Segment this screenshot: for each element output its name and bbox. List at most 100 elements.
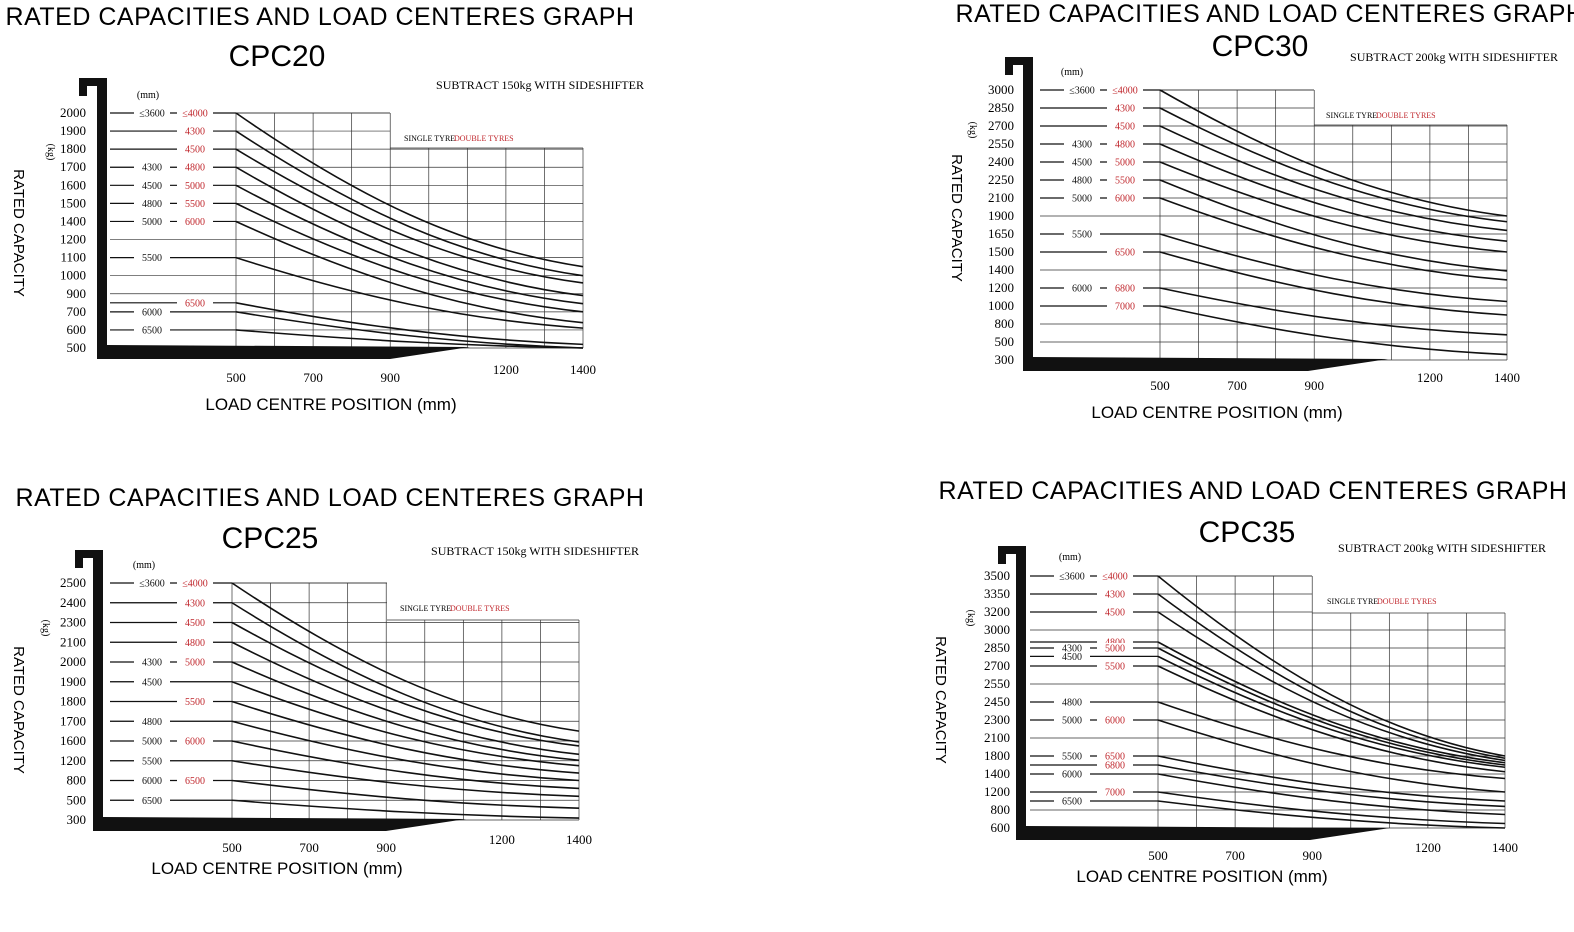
label-mask [1054,643,1090,653]
series-curve [231,700,580,774]
series-double-label: 5000 [1115,158,1135,169]
series-single-label: 4800 [1062,698,1082,709]
series-single-label: 4300 [1062,644,1082,655]
label-mask [1097,787,1133,797]
label-mask [134,198,170,209]
x-tick-label: 1200 [493,362,519,377]
label-mask [134,306,170,317]
series-single-label: ≤3600 [1059,572,1085,583]
chart-title: RATED CAPACITIES AND LOAD CENTERES GRAPH [939,477,1568,505]
mast-unit: (mm) [137,90,159,101]
legend-single: SINGLE TYRE [404,134,455,143]
label-mask [1054,796,1090,806]
sideshifter-note: SUBTRACT 150kg WITH SIDESHIFTER [431,544,639,558]
label-mask [134,578,170,588]
y-tick-label: 2000 [60,105,86,120]
series-lines [1030,575,1506,829]
series-single-label: 6000 [142,776,162,787]
label-mask [1064,139,1100,149]
y-tick-label: 2100 [988,190,1014,205]
label-mask [1107,247,1143,257]
label-mask [177,144,213,155]
y-tick-label: 2850 [988,100,1014,115]
y-axis-title: RATED CAPACITY [948,154,965,282]
y-tick-label: 2400 [988,154,1014,169]
series-double-label: 5500 [1105,662,1125,673]
series-curve [1159,287,1508,336]
y-tick-label: 3500 [984,568,1010,583]
series-double-label: 4300 [185,127,205,138]
y-tick-label: 1000 [988,298,1014,313]
y-tick-label: 2000 [60,654,86,669]
x-axis-title: LOAD CENTRE POSITION (mm) [151,859,402,878]
series-double-label: 5000 [185,181,205,192]
x-tick-label: 900 [380,370,400,385]
series-double-label: 6500 [185,776,205,787]
series-single-label: 5000 [142,737,162,748]
label-mask [177,297,213,308]
series-single-label: 5500 [1062,752,1082,763]
model-label: CPC25 [222,522,319,555]
chart-title: RATED CAPACITIES AND LOAD CENTERES GRAPH [956,0,1574,28]
series-double-label: 5000 [185,658,205,669]
legend-double: DOUBLE TYRES [1377,597,1437,606]
label-mask [177,126,213,137]
mast-unit: (mm) [1061,67,1083,78]
y-tick-label: 1650 [988,226,1014,241]
sideshifter-note: SUBTRACT 200kg WITH SIDESHIFTER [1338,541,1546,555]
sideshifter-note: SUBTRACT 200kg WITH SIDESHIFTER [1350,50,1558,64]
mast-cap [1005,57,1013,75]
label-mask [177,617,213,628]
y-tick-label: 2550 [984,676,1010,691]
series-double-label: 6000 [185,217,205,228]
y-tick-label: 3000 [988,82,1014,97]
model-label: CPC30 [1212,30,1309,63]
label-mask [177,578,213,588]
label-mask [177,597,213,608]
x-tick-label: 900 [376,840,396,855]
series-double-label: 4800 [185,638,205,649]
series-double-label: 6800 [1105,761,1125,772]
legend-double: DOUBLE TYRES [454,134,514,143]
series-double-label: 6500 [1115,248,1135,259]
y-tick-label: 800 [67,773,87,788]
y-tick-label: 2300 [60,615,86,630]
y-tick-label: 1500 [60,195,86,210]
y-tick-label: 1900 [60,674,86,689]
label-mask [177,775,213,786]
y-tick-label: 1400 [984,766,1010,781]
series-curve [235,148,584,284]
series-curve [235,311,584,349]
x-tick-label: 1400 [566,832,592,847]
label-mask [1107,85,1143,95]
label-mask [134,657,170,667]
legend-single: SINGLE TYRE [400,604,451,613]
mast-unit: (mm) [133,560,155,571]
series-single-label: 4800 [142,199,162,210]
series-single-label: 5000 [1072,194,1092,205]
series-single-label: 4500 [142,677,162,688]
series-curve [1157,800,1506,829]
x-tick-label: 700 [1227,378,1247,393]
y-tick-label: 1900 [988,208,1014,223]
series-double-label: 6000 [185,737,205,748]
x-tick-label: 700 [1225,848,1245,863]
y-tick-label: 1800 [984,748,1010,763]
label-mask [1097,607,1133,617]
x-tick-label: 900 [1304,378,1324,393]
label-mask [177,736,213,746]
y-tick-label: 700 [67,304,87,319]
label-mask [134,755,170,766]
series-single-label: 5000 [1062,716,1082,727]
series-curve [1159,107,1508,223]
chart-svg: RATED CAPACITIES AND LOAD CENTERES GRAPH… [932,477,1568,886]
mast-axis [998,546,1390,840]
chart-cpc35: RATED CAPACITIES AND LOAD CENTERES GRAPH… [920,470,1570,910]
series-single-label: 6500 [142,796,162,807]
label-mask [1097,571,1133,581]
legend-double: DOUBLE TYRES [1376,111,1436,120]
series-single-label: 5500 [1072,230,1092,241]
y-tick-label: 3000 [984,622,1010,637]
series-double-label: 4500 [185,618,205,629]
series-curve [235,112,584,268]
